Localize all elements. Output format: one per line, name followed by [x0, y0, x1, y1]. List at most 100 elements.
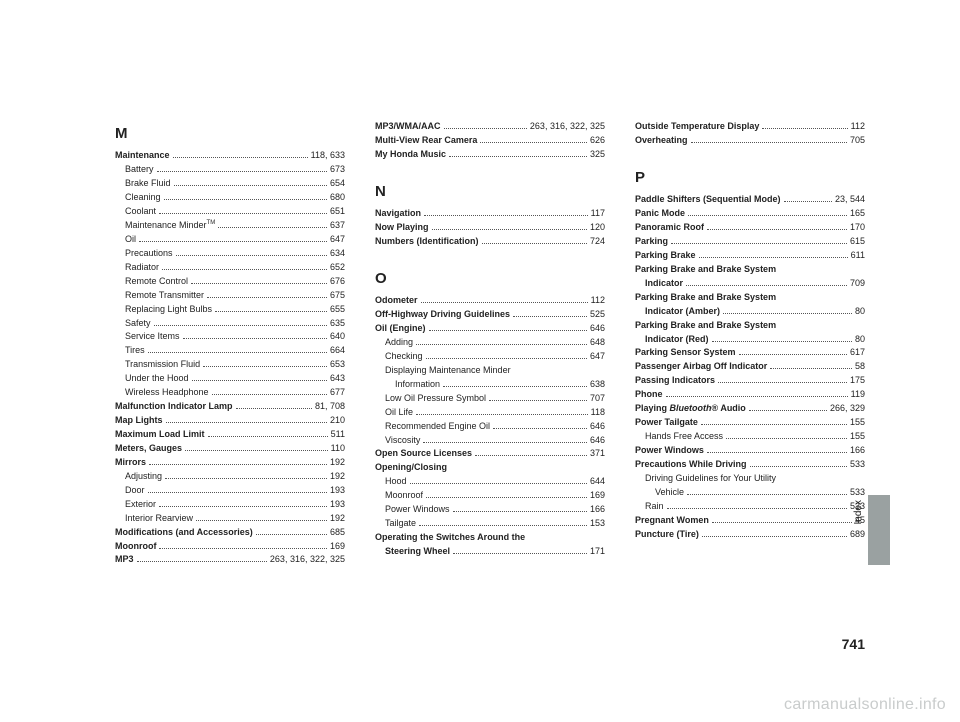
leader-dots	[137, 561, 267, 562]
index-entry-label: Oil	[125, 233, 136, 247]
index-entry-label: Parking Brake and Brake System	[635, 319, 776, 333]
index-entry-label: Adding	[385, 336, 413, 350]
index-entry-pages: 371	[590, 447, 605, 461]
index-entry-label: Meters, Gauges	[115, 442, 182, 456]
index-entry-pages: 647	[590, 350, 605, 364]
side-tab-label: Index	[853, 500, 864, 524]
index-entry: Maintenance MinderTM637	[115, 219, 345, 233]
section-letter: P	[635, 166, 865, 189]
index-entry-pages: 652	[330, 261, 345, 275]
leader-dots	[419, 525, 587, 526]
leader-dots	[701, 424, 847, 425]
index-entry-label: Remote Control	[125, 275, 188, 289]
leader-dots	[196, 520, 327, 521]
leader-dots	[149, 464, 327, 465]
index-entry-pages: 192	[330, 456, 345, 470]
leader-dots	[139, 241, 327, 242]
leader-dots	[667, 508, 847, 509]
index-entry: Cleaning680	[115, 191, 345, 205]
leader-dots	[691, 142, 847, 143]
index-entry-label: Transmission Fluid	[125, 358, 200, 372]
leader-dots	[686, 285, 847, 286]
index-entry-pages: 120	[590, 221, 605, 235]
index-entry: Opening/Closing	[375, 461, 605, 475]
index-entry-label: Multi-View Rear Camera	[375, 134, 477, 148]
index-entry-label: Parking Brake and Brake System	[635, 291, 776, 305]
leader-dots	[192, 380, 327, 381]
leader-dots	[444, 128, 527, 129]
index-entry: Checking647	[375, 350, 605, 364]
index-entry: My Honda Music325	[375, 148, 605, 162]
leader-dots	[157, 171, 327, 172]
index-entry: Oil (Engine)646	[375, 322, 605, 336]
index-entry-label: Battery	[125, 163, 154, 177]
index-entry-pages: 117	[591, 207, 605, 221]
leader-dots	[212, 394, 327, 395]
leader-dots	[712, 341, 852, 342]
index-entry-label: Puncture (Tire)	[635, 528, 699, 542]
index-entry-label: Map Lights	[115, 414, 163, 428]
index-entry: Wireless Headphone677	[115, 386, 345, 400]
index-entry: Indicator (Amber)80	[635, 305, 865, 319]
index-entry-label: Maintenance MinderTM	[125, 219, 215, 233]
index-entry-label: Steering Wheel	[385, 545, 450, 559]
leader-dots	[482, 243, 587, 244]
index-entry-label: Power Tailgate	[635, 416, 698, 430]
index-entry: Passing Indicators175	[635, 374, 865, 388]
leader-dots	[173, 157, 308, 158]
leader-dots	[739, 354, 847, 355]
index-entry-label: MP3	[115, 553, 134, 567]
index-entry: MP3/WMA/AAC263, 316, 322, 325	[375, 120, 605, 134]
index-entry: Maintenance118, 633	[115, 149, 345, 163]
index-entry-pages: 155	[850, 430, 865, 444]
index-entry-pages: 166	[590, 503, 605, 517]
index-entry: Puncture (Tire) 689	[635, 528, 865, 542]
index-entry-label: My Honda Music	[375, 148, 446, 162]
side-tab	[868, 495, 890, 565]
index-entry-pages: 634	[330, 247, 345, 261]
index-entry: Operating the Switches Around the	[375, 531, 605, 545]
index-entry: Recommended Engine Oil 646	[375, 420, 605, 434]
index-entry: Oil Life118	[375, 406, 605, 420]
index-entry: Now Playing 120	[375, 221, 605, 235]
index-entry: Tailgate153	[375, 517, 605, 531]
index-entry-pages: 689	[850, 528, 865, 542]
index-entry: Low Oil Pressure Symbol707	[375, 392, 605, 406]
leader-dots	[429, 330, 587, 331]
leader-dots	[770, 368, 852, 369]
index-entry-label: Door	[125, 484, 145, 498]
leader-dots	[185, 450, 328, 451]
leader-dots	[718, 382, 847, 383]
index-entry-label: Now Playing	[375, 221, 429, 235]
index-entry-label: Tires	[125, 344, 145, 358]
index-entry: Radiator652	[115, 261, 345, 275]
leader-dots	[159, 213, 327, 214]
index-entry-label: Adjusting	[125, 470, 162, 484]
index-entry-pages: 155	[850, 416, 865, 430]
leader-dots	[174, 185, 327, 186]
index-entry-label: Precautions While Driving	[635, 458, 747, 472]
index-entry-pages: 511	[331, 428, 345, 442]
index-entry: Mirrors192	[115, 456, 345, 470]
section-letter: N	[375, 180, 605, 203]
leader-dots	[707, 452, 847, 453]
index-entry-label: Oil Life	[385, 406, 413, 420]
index-entry-pages: 626	[590, 134, 605, 148]
index-entry: Outside Temperature Display112	[635, 120, 865, 134]
leader-dots	[416, 414, 588, 415]
leader-dots	[207, 297, 327, 298]
index-entry-label: Under the Hood	[125, 372, 189, 386]
index-entry-pages: 664	[330, 344, 345, 358]
index-entry-pages: 646	[590, 420, 605, 434]
leader-dots	[159, 548, 326, 549]
index-entry-pages: 210	[330, 414, 345, 428]
index-entry-label: Playing Bluetooth® Audio	[635, 402, 746, 416]
index-entry-label: Driving Guidelines for Your Utility	[645, 472, 776, 486]
index-entry-label: Recommended Engine Oil	[385, 420, 490, 434]
section-letter: M	[115, 122, 345, 145]
leader-dots	[688, 215, 847, 216]
leader-dots	[426, 358, 587, 359]
leader-dots	[443, 386, 587, 387]
leader-dots	[218, 227, 327, 228]
section-letter: O	[375, 267, 605, 290]
